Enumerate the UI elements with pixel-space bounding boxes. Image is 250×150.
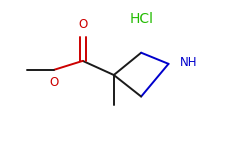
Text: O: O [78, 18, 87, 31]
Text: O: O [50, 76, 59, 90]
Text: NH: NH [180, 56, 197, 69]
Text: HCl: HCl [129, 12, 153, 26]
